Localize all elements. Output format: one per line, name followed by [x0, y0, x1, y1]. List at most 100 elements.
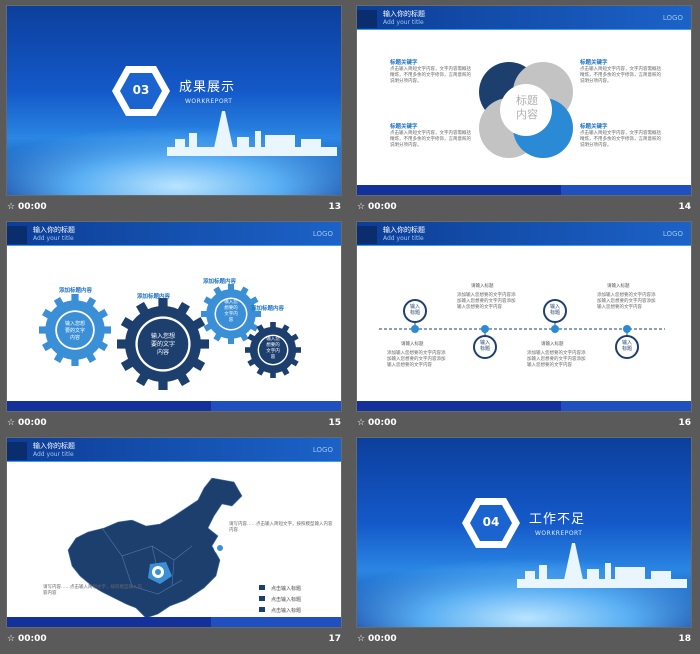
body-bottom-left: 点击输入简短文字内容，文字内容需概括精炼，不用多余的文字修饰，言简意赅的说明分项…	[390, 131, 471, 148]
gear-title: 添加标题内容	[59, 288, 93, 294]
header-title: 输入你的标题	[383, 226, 425, 234]
slide-canvas: 04 工作不足 WORKREPORT	[357, 438, 691, 627]
node-label: 标题	[409, 310, 420, 316]
gear-text: 要的文字	[150, 341, 175, 348]
section-number: 04	[482, 515, 500, 529]
city-skyline-illustration	[167, 111, 337, 156]
slide-number: 14	[678, 202, 691, 212]
body-top-right: 点击输入简短文字内容，文字内容需概括精炼，不用多余的文字修饰，言简意赅的说明分项…	[580, 67, 661, 84]
title-band: 输入你的标题 Add your title LOGO	[7, 222, 341, 246]
header-subtitle: Add your title	[33, 451, 74, 458]
gear-title: 添加标题内容	[137, 294, 171, 300]
timeline-body: 添加输入您想要的文字内容添加输入您想要的文字内容添加输入您想要的文字内容	[457, 293, 516, 310]
slide-time: 00:00	[18, 202, 47, 212]
node-label: 标题	[621, 346, 632, 352]
legend-swatch	[259, 607, 265, 612]
logo-text: LOGO	[312, 446, 333, 454]
gear-text: 输入您	[266, 337, 280, 342]
gear-text: 想要的	[224, 306, 238, 311]
slide-thumbnail-14[interactable]: 输入你的标题 Add your title LOGO 标题 内容 标题关键字 点…	[357, 6, 691, 222]
legend-item: 点击输入标题	[259, 584, 301, 595]
slide-thumbnail-18[interactable]: 04 工作不足 WORKREPORT ☆ 00:00 18	[357, 438, 691, 654]
gears-diagram	[39, 284, 301, 390]
star-icon[interactable]: ☆	[357, 418, 366, 428]
slide-number: 15	[328, 418, 341, 428]
keyword-bottom-right: 标题关键字	[580, 124, 608, 130]
gear-text: 输入您想	[150, 333, 175, 340]
slide-canvas: 输入你的标题 Add your title LOGO	[7, 222, 341, 411]
legend-item: 点击输入标题	[259, 595, 301, 606]
section-title: 工作不足	[529, 512, 586, 527]
node-label: 标题	[479, 346, 490, 352]
gear-title: 添加标题内容	[203, 279, 237, 285]
timeline-title: 请输入标题	[607, 284, 630, 289]
gear-text: 想要的	[266, 343, 280, 348]
slide-time: 00:00	[368, 418, 397, 428]
slide-thumbnail-13[interactable]: 03 成果展示 WORKREPORT ☆ 00:00 13	[7, 6, 341, 222]
star-icon[interactable]: ☆	[357, 634, 366, 644]
slide-thumbnail-16[interactable]: 输入你的标题 Add your title LOGO 输入 标题 输入	[357, 222, 691, 438]
china-map-graphic	[67, 477, 243, 619]
timeline-body: 添加输入您想要的文字内容添加输入您想要的文字内容添加输入您想要的文字内容	[527, 351, 586, 368]
timeline-title: 请输入标题	[401, 342, 424, 347]
slide-canvas: 输入你的标题 Add your title LOGO 标题 内容 标题关键字 点…	[357, 6, 691, 195]
gear-text: 输入您	[224, 300, 238, 305]
star-icon[interactable]: ☆	[7, 202, 16, 212]
timeline-graphic	[379, 299, 665, 359]
title-band: 输入你的标题 Add your title LOGO	[357, 222, 691, 246]
gear-text: 容	[270, 355, 276, 360]
gear-text: 内容	[69, 335, 80, 341]
slide-number: 16	[678, 418, 691, 428]
node-label: 标题	[549, 310, 560, 316]
timeline-body: 添加输入您想要的文字内容添加输入您想要的文字内容添加输入您想要的文字内容	[387, 351, 446, 368]
gear-title: 添加标题内容	[251, 306, 285, 312]
slide-time: 00:00	[18, 418, 47, 428]
keyword-top-left: 标题关键字	[390, 60, 418, 66]
slide-number: 17	[328, 634, 341, 644]
gear-text: 要的文字	[64, 328, 85, 334]
node-label: 输入	[409, 304, 420, 310]
center-text-line: 标题	[516, 94, 538, 107]
timeline-body: 添加输入您想要的文字内容添加输入您想要的文字内容添加输入您想要的文字内容	[597, 293, 656, 310]
keyword-top-right: 标题关键字	[580, 60, 608, 66]
slide-canvas: 输入你的标题 Add your title LOGO 请写内容……点击输入简短文…	[7, 438, 341, 627]
logo-text: LOGO	[662, 230, 683, 238]
city-skyline-illustration	[517, 543, 687, 588]
header-subtitle: Add your title	[383, 19, 424, 26]
slide-thumbnail-17[interactable]: 输入你的标题 Add your title LOGO 请写内容……点击输入简短文…	[7, 438, 341, 654]
section-hexagon: 03	[110, 64, 172, 118]
logo-text: LOGO	[662, 14, 683, 22]
four-petal-diagram	[479, 62, 573, 158]
title-band: 输入你的标题 Add your title LOGO	[7, 438, 341, 462]
center-text-line: 内容	[516, 108, 538, 121]
slide-number: 18	[678, 634, 691, 644]
timeline-title: 请输入标题	[541, 342, 564, 347]
header-title: 输入你的标题	[33, 442, 75, 450]
star-icon[interactable]: ☆	[357, 202, 366, 212]
star-icon[interactable]: ☆	[7, 418, 16, 428]
node-label: 输入	[549, 304, 560, 310]
section-number: 03	[132, 83, 150, 97]
body-top-left: 点击输入简短文字内容，文字内容需概括精炼，不用多余的文字修饰，言简意赅的说明分项…	[390, 67, 471, 84]
logo-text: LOGO	[312, 230, 333, 238]
slide-thumbnail-15[interactable]: 输入你的标题 Add your title LOGO	[7, 222, 341, 438]
legend-swatch	[259, 596, 265, 601]
star-icon[interactable]: ☆	[7, 634, 16, 644]
body-bottom-right: 点击输入简短文字内容，文字内容需概括精炼，不用多余的文字修饰，言简意赅的说明分项…	[580, 131, 661, 148]
slide-canvas: 03 成果展示 WORKREPORT	[7, 6, 341, 195]
header-subtitle: Add your title	[383, 235, 424, 242]
gear-text: 输入您想	[64, 321, 85, 327]
timeline-title: 请输入标题	[471, 284, 494, 289]
node-label: 输入	[621, 340, 632, 346]
gear-text: 文字内	[224, 312, 238, 317]
section-subtitle: WORKREPORT	[185, 98, 233, 105]
section-subtitle: WORKREPORT	[535, 530, 583, 537]
header-title: 输入你的标题	[33, 226, 75, 234]
header-subtitle: Add your title	[33, 235, 74, 242]
slide-time: 00:00	[368, 202, 397, 212]
slide-number: 13	[328, 202, 341, 212]
node-label: 输入	[479, 340, 490, 346]
slide-time: 00:00	[368, 634, 397, 644]
keyword-bottom-left: 标题关键字	[390, 124, 418, 130]
map-annotation: 请写内容……点击输入简短文字，按照模型输入内容内容	[43, 585, 142, 596]
